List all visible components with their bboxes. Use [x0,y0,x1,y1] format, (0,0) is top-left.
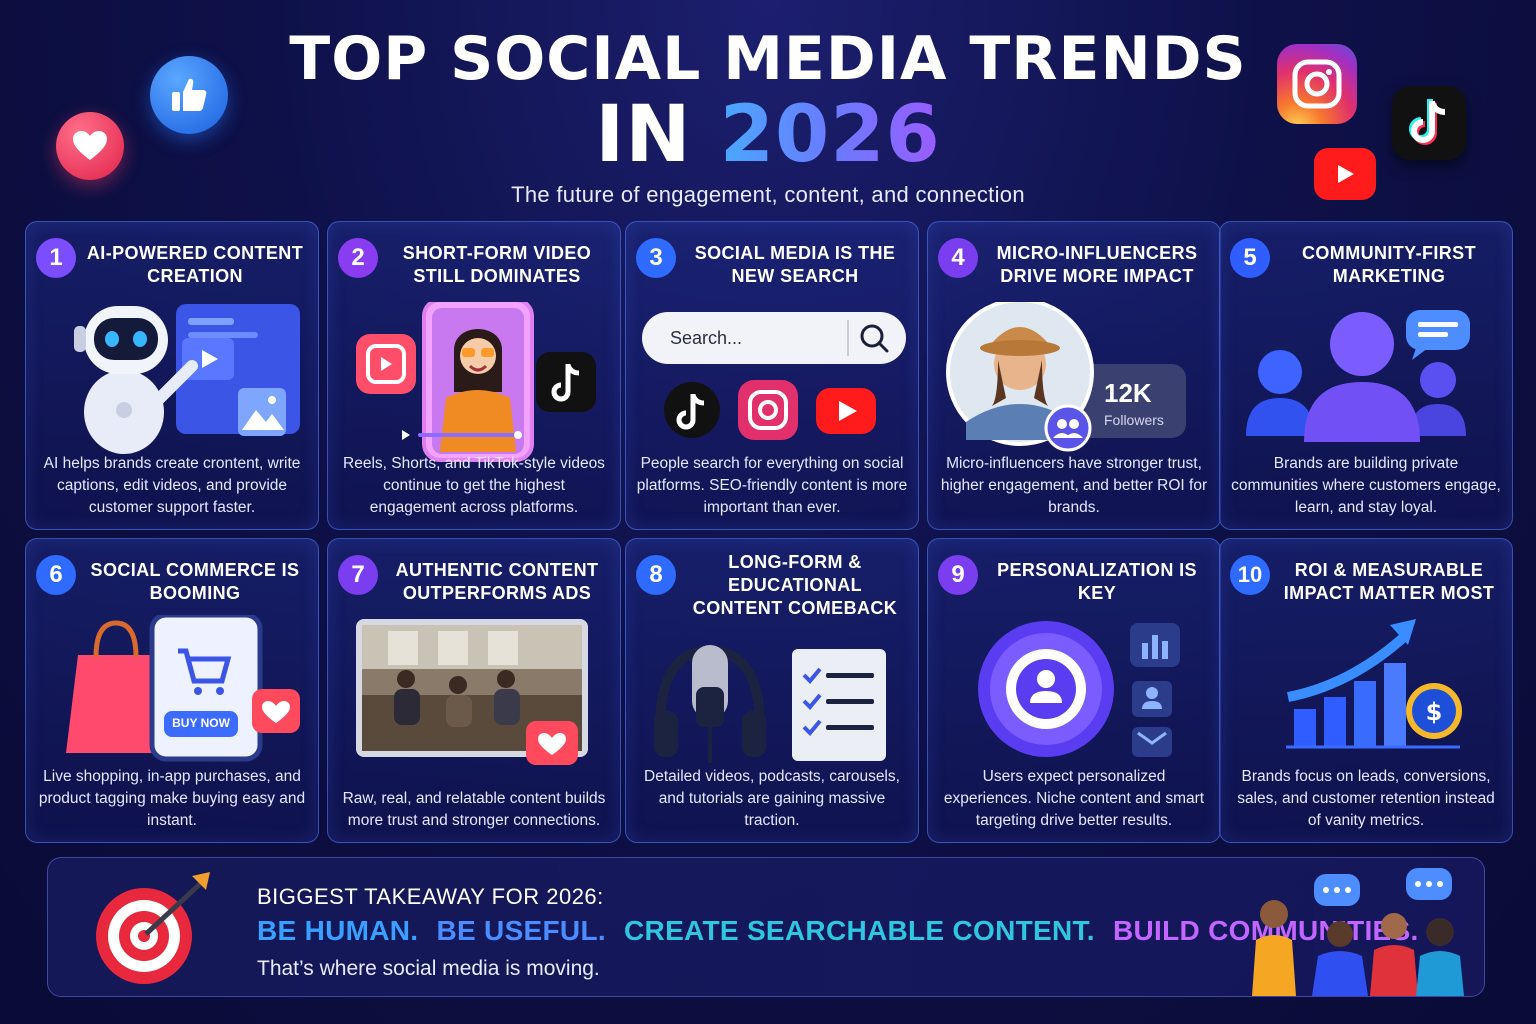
trend-description: Brands are building private communities … [1231,455,1501,516]
trend-number: 10 [1230,555,1270,595]
trend-number: 8 [636,555,676,595]
trend-description: Users expect personalized experiences. N… [943,768,1205,829]
instagram-icon [1277,44,1357,124]
trend-description: Brands focus on leads, conversions, sale… [1237,768,1495,829]
takeaway-heading: BIGGEST TAKEAWAY FOR 2026: [257,884,604,909]
takeaway-phrase-3: CREATE SEARCHABLE CONTENT. [624,915,1095,946]
takeaway-phrase-1: BE HUMAN. [257,915,419,946]
target-icon [96,872,210,984]
takeaway-footer: That’s where social media is moving. [257,957,600,980]
trend-card-4: 4 MICRO-INFLUENCERS DRIVE MORE IMPACT 12… [927,221,1221,530]
trend-card-6: 6 SOCIAL COMMERCE IS BOOMING BUY NOW Liv… [25,538,319,843]
title-year: 2026 [719,90,941,180]
svg-text:$: $ [1426,698,1443,726]
trend-card-5: 5 COMMUNITY-FIRST MARKETING Brands are b… [1219,221,1513,530]
authentic-photo-illustration [328,615,620,775]
followers-count: 12K [1104,378,1152,408]
trend-title: SOCIAL COMMERCE IS BOOMING [90,560,300,603]
trend-title: LONG-FORM & EDUCATIONAL CONTENT COMEBACK [692,552,898,618]
trend-number: 5 [1230,238,1270,278]
heart-icon [56,112,124,180]
thumbs-up-icon [150,56,228,134]
title-line-2: IN 2026 [0,92,1536,178]
roi-growth-illustration: $ [1220,615,1512,775]
trend-title: AUTHENTIC CONTENT OUTPERFORMS ADS [395,560,599,603]
people-chat-icon [1252,868,1464,996]
followers-label: Followers [1104,412,1164,428]
trend-description: Reels, Shorts, and TikTok-style videos c… [343,455,605,516]
podcast-checklist-illustration [626,631,918,791]
trend-title: SHORT-FORM VIDEO STILL DOMINATES [402,243,592,286]
trend-number: 7 [338,555,378,595]
trend-description: Detailed videos, podcasts, carousels, an… [644,768,900,829]
influencer-illustration: 12K Followers [928,302,1220,462]
trend-number: 2 [338,238,378,278]
trend-card-8: 8 LONG-FORM & EDUCATIONAL CONTENT COMEBA… [625,538,919,843]
trend-description: People search for everything on social p… [636,455,908,516]
trend-card-9: 9 PERSONALIZATION IS KEY Users ex [927,538,1221,843]
trend-number: 4 [938,238,978,278]
page-title: TOP SOCIAL MEDIA TRENDS IN 2026 [0,26,1536,178]
title-in: IN [595,90,692,180]
trend-description: AI helps brands create crontent, write c… [43,455,301,516]
trend-title: MICRO-INFLUENCERS DRIVE MORE IMPACT [996,243,1198,286]
trend-title: PERSONALIZATION IS KEY [997,560,1197,603]
buy-now-button: BUY NOW [172,716,230,730]
takeaway-phrase-2: BE USEFUL. [436,915,606,946]
trend-card-10: 10 ROI & MEASURABLE IMPACT MATTER MOST $… [1219,538,1513,843]
trend-number: 1 [36,238,76,278]
trend-title: SOCIAL MEDIA IS THE NEW SEARCH [694,243,896,286]
tiktok-icon [1392,86,1466,160]
trend-description: Live shopping, in-app purchases, and pro… [38,768,306,829]
ai-robot-illustration [26,302,318,462]
trend-title: AI-POWERED CONTENT CREATION [86,243,304,286]
social-commerce-illustration: BUY NOW [26,615,318,775]
title-line-1: TOP SOCIAL MEDIA TRENDS [289,24,1247,94]
search-illustration: Search... [626,302,918,462]
trend-card-3: 3 SOCIAL MEDIA IS THE NEW SEARCH Search.… [625,221,919,530]
short-video-illustration [328,302,620,462]
community-illustration [1220,302,1512,462]
subtitle: The future of engagement, content, and c… [511,182,1025,207]
trend-description: Micro-influencers have stronger trust, h… [940,455,1208,516]
trend-number: 3 [636,238,676,278]
trend-title: ROI & MEASURABLE IMPACT MATTER MOST [1283,560,1495,603]
trend-card-1: 1 AI-POWERED CONTENT CREATION [25,221,319,530]
search-input: Search... [670,328,743,348]
trend-number: 9 [938,555,978,595]
trend-description: Raw, real, and relatable content builds … [342,790,606,829]
trend-title: COMMUNITY-FIRST MARKETING [1302,243,1476,286]
takeaway-phrases: BE HUMAN. BE USEFUL. CREATE SEARCHABLE C… [257,915,1429,947]
youtube-icon [1314,148,1376,200]
trend-card-2: 2 SHORT-FORM VIDEO STILL DOMINATES [327,221,621,530]
trend-number: 6 [36,555,76,595]
trend-card-7: 7 AUTHENTIC CONTENT OUTPERFORMS ADS [327,538,621,843]
takeaway-banner: BIGGEST TAKEAWAY FOR 2026: BE HUMAN. BE … [47,857,1485,997]
personalization-illustration [928,615,1220,775]
